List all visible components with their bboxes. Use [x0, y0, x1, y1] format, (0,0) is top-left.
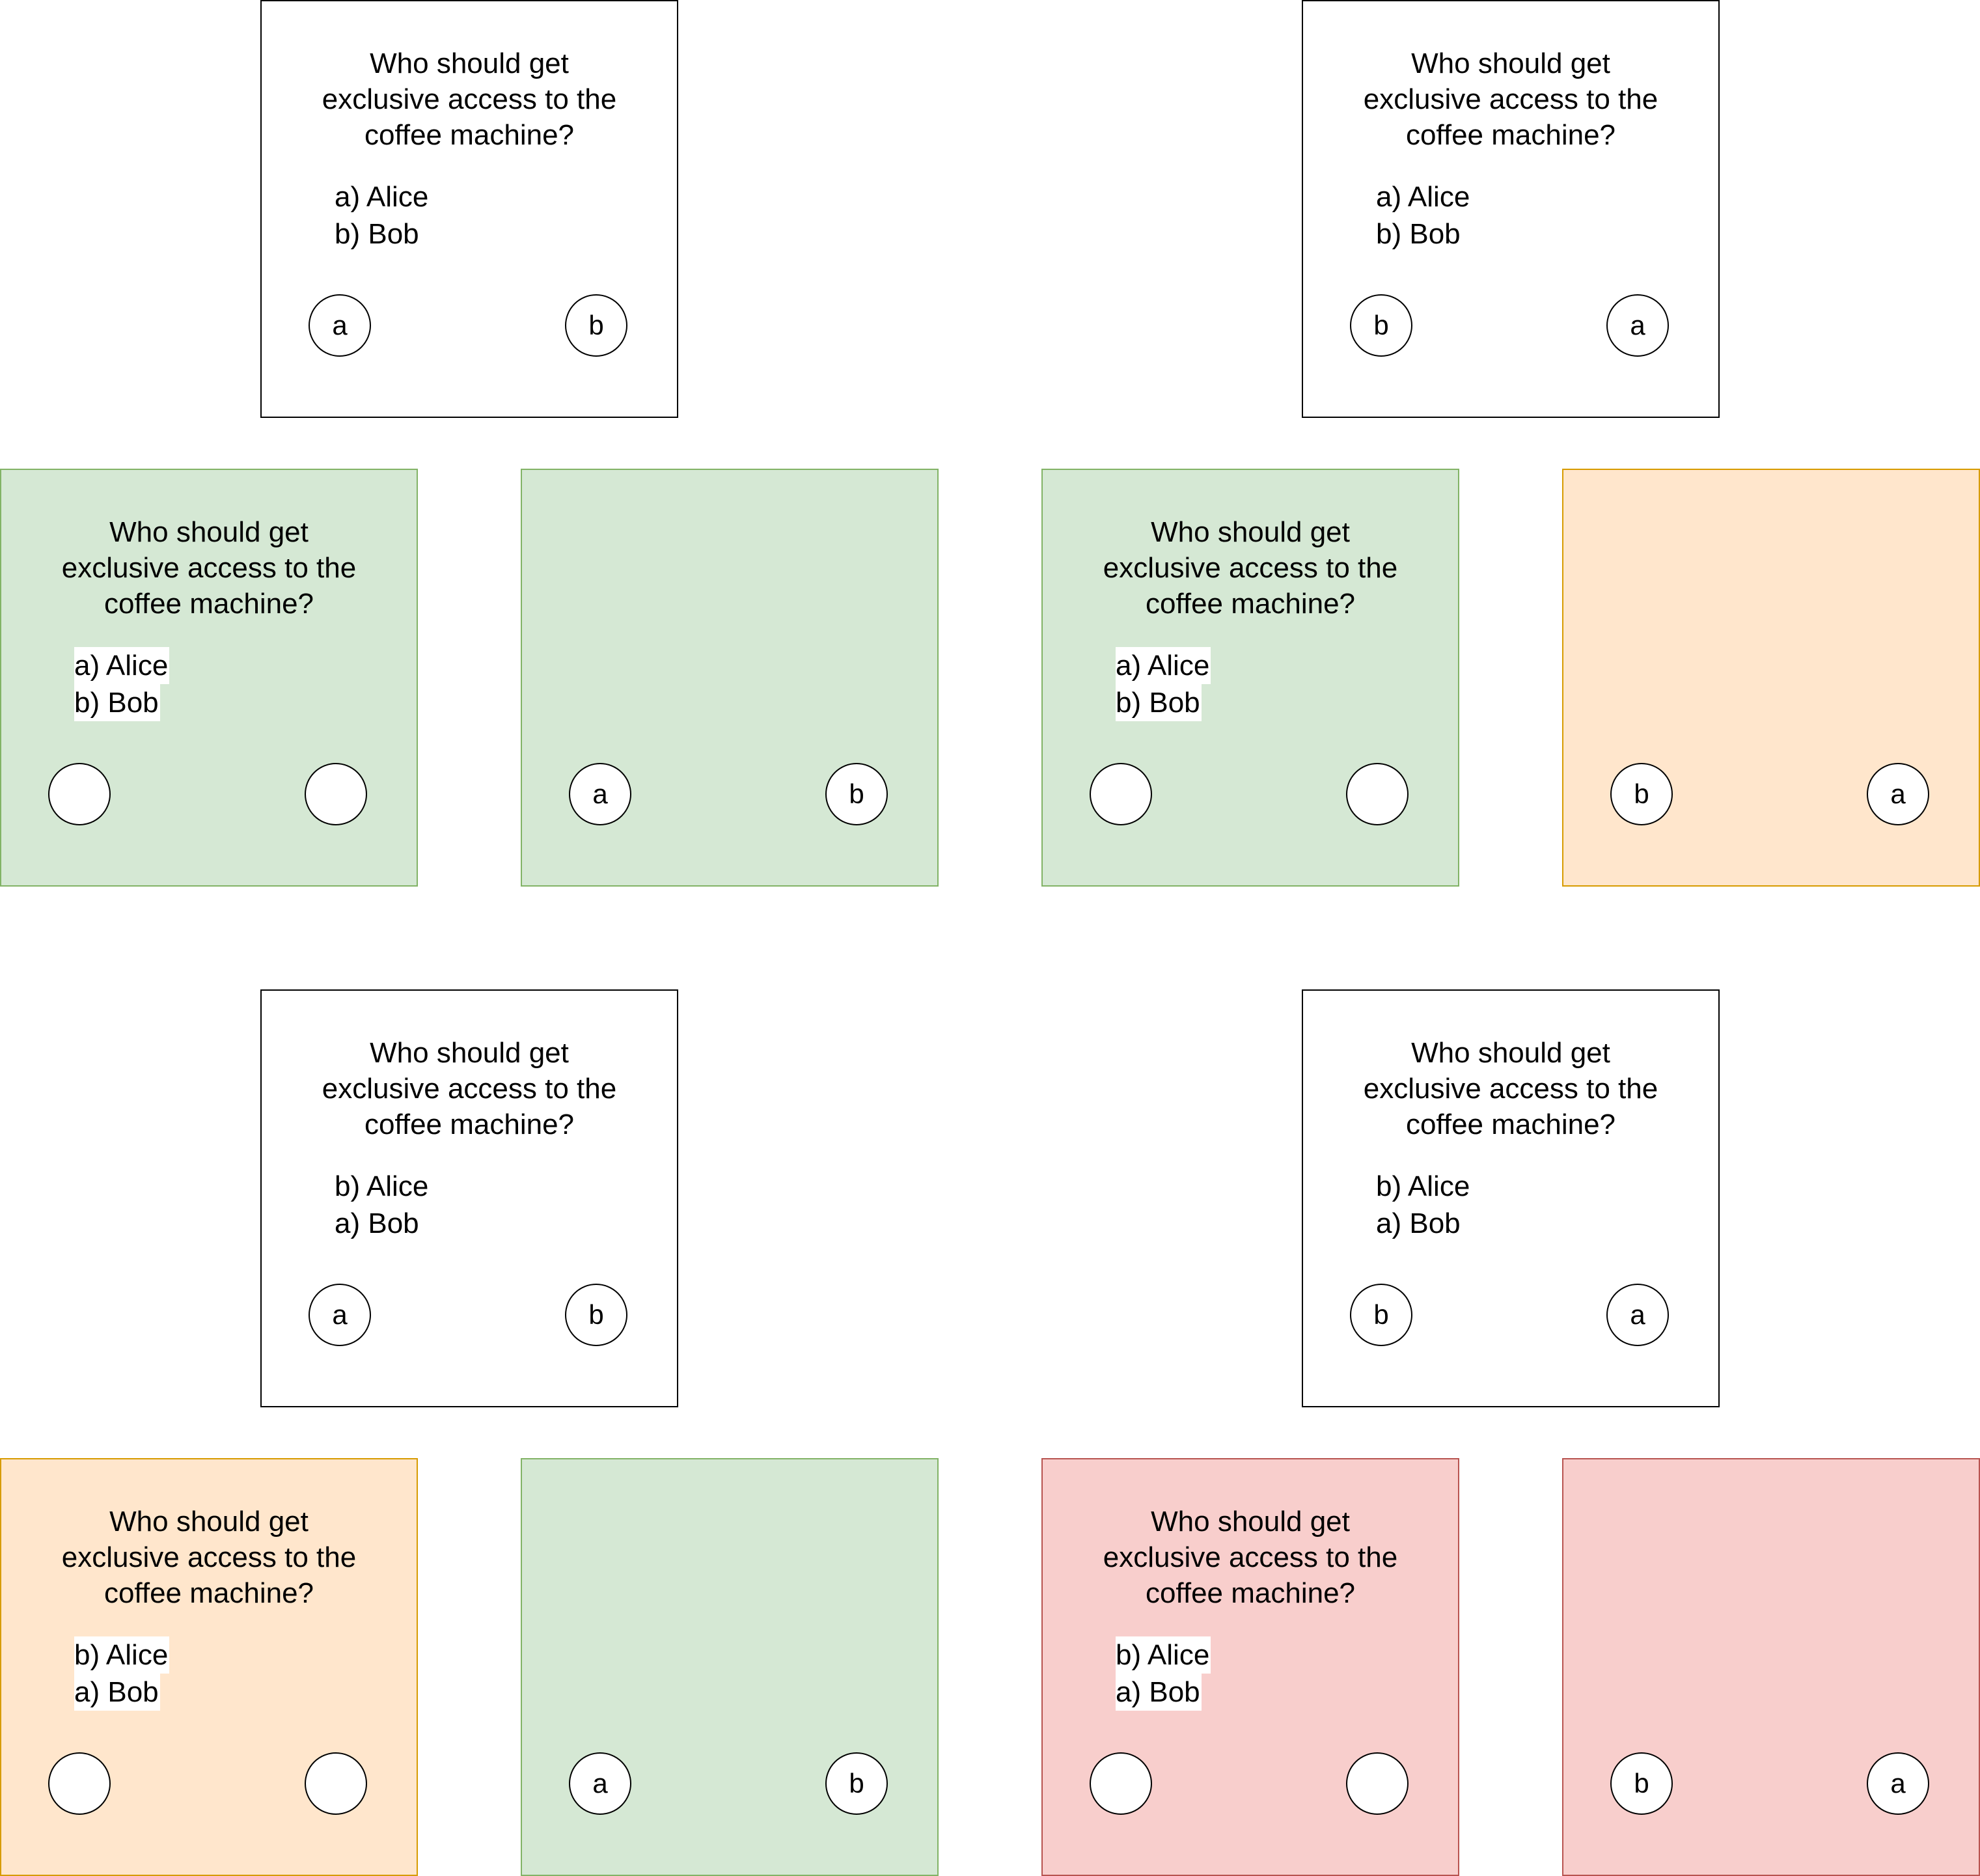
choice-button-right[interactable]: a — [1606, 294, 1669, 357]
option-second: a) Bob — [1116, 1674, 1202, 1711]
choice-button-left[interactable]: b — [1610, 763, 1673, 825]
blank-choice-button-left[interactable] — [48, 1752, 111, 1815]
card-row4-question-2: Who should get exclusive access to the c… — [1041, 1458, 1459, 1876]
option-second: b) Bob — [335, 215, 420, 253]
question-text: Who should get exclusive access to the c… — [1363, 48, 1658, 151]
option-second: a) Bob — [1376, 1205, 1462, 1242]
card-row4-question-1: Who should get exclusive access to the c… — [0, 1458, 418, 1876]
blank-choice-button-right[interactable] — [305, 763, 367, 825]
question-text: Who should get exclusive access to the c… — [1103, 1506, 1398, 1609]
options-list: b) Alice a) Bob — [335, 1168, 430, 1242]
choice-button-right[interactable]: a — [1606, 1284, 1669, 1346]
choice-button-left[interactable]: a — [309, 294, 371, 357]
options-list: b) Alice a) Bob — [74, 1636, 170, 1711]
blank-choice-button-right[interactable] — [1346, 1752, 1409, 1815]
choice-button-left[interactable]: a — [569, 763, 631, 825]
option-first: b) Alice — [74, 1636, 170, 1674]
option-first: a) Alice — [74, 647, 170, 684]
option-first: a) Alice — [1376, 178, 1472, 215]
blank-choice-button-left[interactable] — [48, 763, 111, 825]
card-row2-question-2: Who should get exclusive access to the c… — [1041, 469, 1459, 887]
choice-button-left[interactable]: a — [309, 1284, 371, 1346]
card-bottom-left-prompt: Who should get exclusive access to the c… — [260, 989, 678, 1407]
option-second: a) Bob — [74, 1674, 160, 1711]
question-text: Who should get exclusive access to the c… — [61, 516, 357, 620]
options-list: a) Alice b) Bob — [1116, 647, 1211, 721]
question-text: Who should get exclusive access to the c… — [322, 48, 617, 151]
card-row4-buttons-1: a b — [521, 1458, 939, 1876]
choice-button-right[interactable]: b — [565, 294, 627, 357]
blank-choice-button-right[interactable] — [305, 1752, 367, 1815]
question-text: Who should get exclusive access to the c… — [1103, 516, 1398, 620]
card-row2-buttons-2: b a — [1562, 469, 1980, 887]
question-text: Who should get exclusive access to the c… — [322, 1037, 617, 1140]
option-first: b) Alice — [1116, 1636, 1211, 1674]
choice-button-left[interactable]: b — [1350, 1284, 1412, 1346]
option-second: b) Bob — [1376, 215, 1462, 253]
options-list: a) Alice b) Bob — [335, 178, 430, 253]
options-list: b) Alice a) Bob — [1116, 1636, 1211, 1711]
question-text: Who should get exclusive access to the c… — [61, 1506, 357, 1609]
choice-button-right[interactable]: b — [565, 1284, 627, 1346]
option-second: b) Bob — [74, 684, 160, 721]
card-top-left-prompt: Who should get exclusive access to the c… — [260, 0, 678, 418]
choice-button-right[interactable]: a — [1867, 1752, 1929, 1815]
card-row2-buttons-1: a b — [521, 469, 939, 887]
question-text: Who should get exclusive access to the c… — [1363, 1037, 1658, 1140]
option-first: a) Alice — [335, 178, 430, 215]
blank-choice-button-left[interactable] — [1090, 763, 1152, 825]
options-list: a) Alice b) Bob — [1376, 178, 1472, 253]
card-top-right-prompt: Who should get exclusive access to the c… — [1302, 0, 1720, 418]
choice-button-right[interactable]: b — [825, 1752, 888, 1815]
options-list: a) Alice b) Bob — [74, 647, 170, 721]
option-first: b) Alice — [335, 1168, 430, 1205]
choice-button-left[interactable]: b — [1350, 294, 1412, 357]
card-bottom-right-prompt: Who should get exclusive access to the c… — [1302, 989, 1720, 1407]
option-first: a) Alice — [1116, 647, 1211, 684]
choice-button-right[interactable]: a — [1867, 763, 1929, 825]
options-list: b) Alice a) Bob — [1376, 1168, 1472, 1242]
blank-choice-button-right[interactable] — [1346, 763, 1409, 825]
choice-button-left[interactable]: b — [1610, 1752, 1673, 1815]
choice-button-left[interactable]: a — [569, 1752, 631, 1815]
card-row4-buttons-2: b a — [1562, 1458, 1980, 1876]
option-second: a) Bob — [335, 1205, 420, 1242]
card-row2-question-1: Who should get exclusive access to the c… — [0, 469, 418, 887]
option-first: b) Alice — [1376, 1168, 1472, 1205]
blank-choice-button-left[interactable] — [1090, 1752, 1152, 1815]
choice-button-right[interactable]: b — [825, 763, 888, 825]
option-second: b) Bob — [1116, 684, 1202, 721]
